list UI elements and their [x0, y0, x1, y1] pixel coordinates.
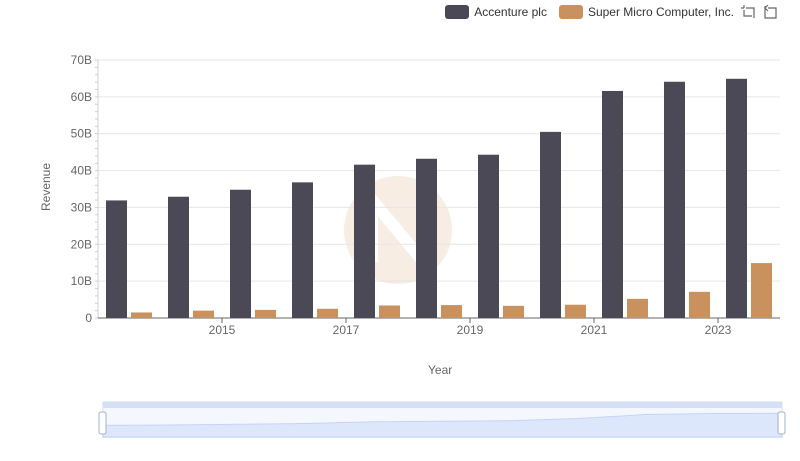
- x-tick-label: 2015: [209, 323, 236, 337]
- bar-accenture-2019[interactable]: [416, 158, 437, 318]
- y-tick-label: 70B: [71, 53, 92, 67]
- legend-item-supermicro[interactable]: Super Micro Computer, Inc.: [558, 5, 734, 19]
- bar-accenture-2014[interactable]: [106, 200, 127, 318]
- y-tick-label: 30B: [71, 200, 92, 214]
- bar-supermicro-2019[interactable]: [441, 305, 462, 318]
- legend-item-accenture[interactable]: Accenture plc: [445, 5, 547, 19]
- bar-accenture-2023[interactable]: [664, 81, 685, 318]
- y-axis-title: Revenue: [39, 162, 54, 212]
- bar-accenture-2021[interactable]: [540, 131, 561, 318]
- bar-accenture-2020[interactable]: [478, 154, 499, 318]
- x-tick-label: 2021: [581, 323, 608, 337]
- y-tick-label: 0: [85, 311, 92, 325]
- x-tick-label: 2017: [333, 323, 360, 337]
- zoom-select-icon[interactable]: [740, 4, 756, 20]
- y-tick-label: 20B: [71, 237, 92, 251]
- bar-supermicro-2018[interactable]: [379, 305, 400, 318]
- x-tick-label: 2023: [705, 323, 732, 337]
- x-axis-title: Year: [428, 363, 453, 377]
- legend-label-accenture: Accenture plc: [474, 5, 547, 19]
- zoom-preview-area: [102, 412, 783, 438]
- y-tick-label: 10B: [71, 274, 92, 288]
- bar-accenture-2018[interactable]: [354, 164, 375, 318]
- zoom-left-handle[interactable]: [98, 411, 107, 435]
- legend-swatch-supermicro: [558, 5, 583, 19]
- x-tick-label: 2019: [457, 323, 484, 337]
- bar-supermicro-2016[interactable]: [255, 309, 276, 318]
- bar-supermicro-2023[interactable]: [689, 291, 710, 318]
- bar-accenture-2022[interactable]: [602, 90, 623, 319]
- bar-supermicro-2015[interactable]: [193, 310, 214, 318]
- legend: Accenture plc Super Micro Computer, Inc.: [433, 4, 778, 20]
- bar-accenture-2016[interactable]: [230, 189, 251, 318]
- y-tick-label: 50B: [71, 127, 92, 141]
- zoom-right-handle[interactable]: [777, 411, 786, 435]
- bar-accenture-2024[interactable]: [726, 78, 747, 318]
- restore-icon[interactable]: [762, 4, 778, 20]
- bar-accenture-2017[interactable]: [292, 182, 313, 318]
- bar-supermicro-2017[interactable]: [317, 308, 338, 318]
- bar-supermicro-2022[interactable]: [627, 298, 648, 318]
- y-axis: 0 10B 20B 30B 40B 50B 60B 70B: [71, 53, 99, 325]
- bars-group[interactable]: [106, 78, 772, 319]
- y-tick-label: 40B: [71, 164, 92, 178]
- legend-swatch-accenture: [445, 5, 470, 19]
- data-zoom-slider[interactable]: [98, 401, 786, 438]
- zoom-move-handle[interactable]: [103, 402, 782, 408]
- bar-accenture-2015[interactable]: [168, 196, 189, 318]
- x-axis: 2015 2017 2019 2021 2023: [98, 317, 780, 337]
- legend-label-supermicro: Super Micro Computer, Inc.: [587, 5, 734, 19]
- bar-supermicro-2021[interactable]: [565, 304, 586, 318]
- y-tick-label: 60B: [71, 90, 92, 104]
- bar-supermicro-2014[interactable]: [131, 312, 152, 318]
- bar-supermicro-2024[interactable]: [751, 263, 772, 318]
- bar-supermicro-2020[interactable]: [503, 305, 524, 318]
